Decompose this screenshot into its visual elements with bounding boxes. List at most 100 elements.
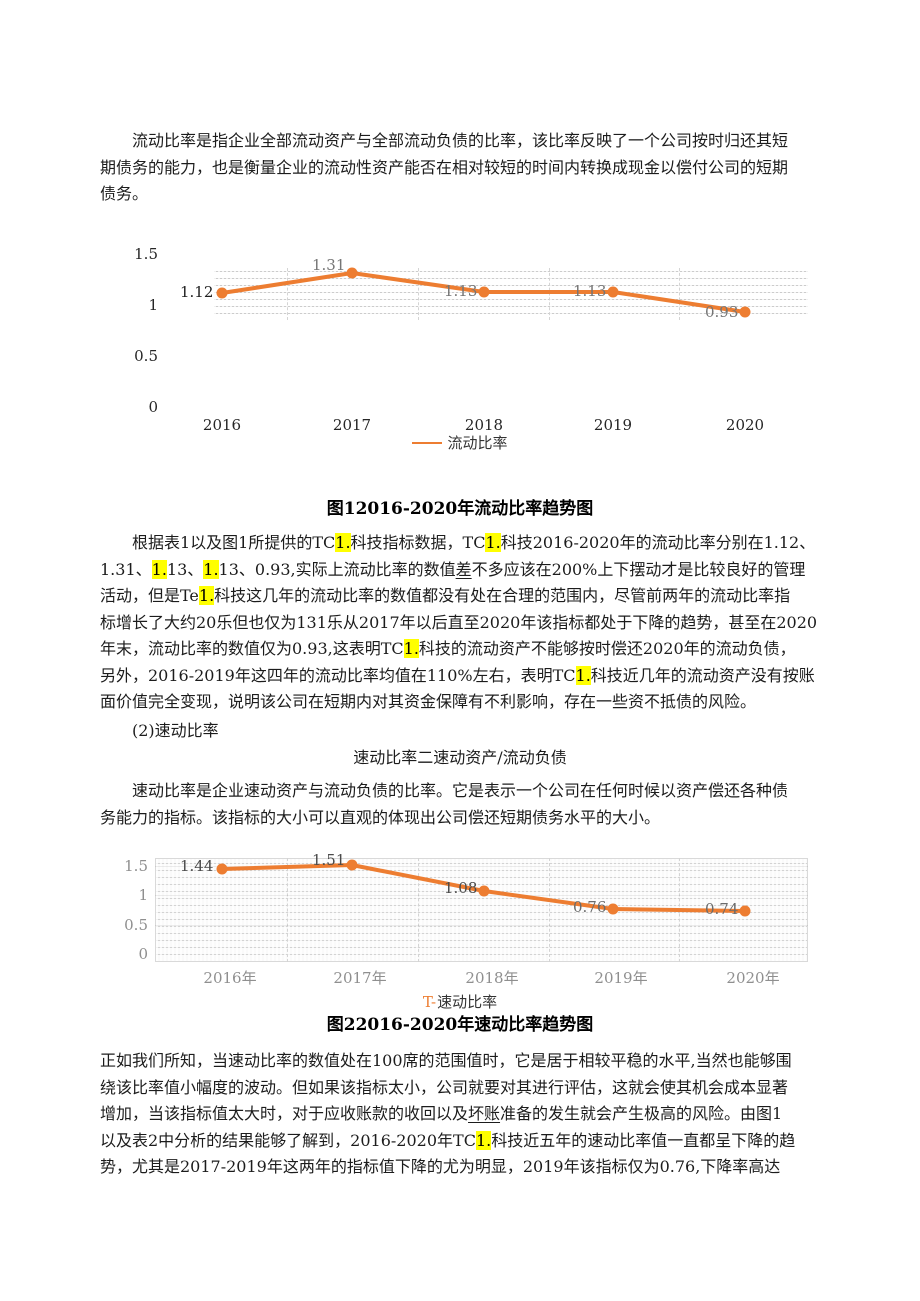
x-axis-tick-label: 2017年	[333, 969, 387, 987]
text-line: 活动，但是Te1.科技这几年的流动比率的数值都没有处在合理的范围内，尽管前两年的…	[100, 583, 820, 610]
highlighted-text: 1.	[485, 533, 501, 552]
x-axis-tick-label: 2018年	[465, 969, 519, 987]
highlighted-text: 1.	[151, 559, 167, 579]
highlighted-text: 1.	[203, 559, 219, 579]
paragraph-current-ratio-intro: 流动比率是指企业全部流动资产与全部流动负债的比率，该比率反映了一个公司按时归还其…	[100, 128, 820, 208]
text-segment: 13、0.93,实际上流动比率的数值	[218, 559, 456, 579]
y-axis-tick-label: 1.5	[134, 245, 158, 263]
text-segment: 增加，当该指标值太大时，对于应收账款的收回以及	[100, 1104, 469, 1123]
series-line-svg	[216, 859, 751, 917]
y-axis-tick-label: 1	[138, 886, 148, 904]
y-axis-tick-label: 0.5	[134, 347, 158, 365]
text-segment: 速动比率是企业速动资产与流动负债的比率。它是表示一个公司在任何时候以资产偿还各种…	[132, 781, 789, 800]
figure1-caption: 图12016-2020年流动比率趋势图	[326, 499, 594, 519]
text-segment: 正如我们所知，当速动比率的数值处在100席的范围值时，它是居于相较平稳的水平,当…	[100, 1051, 792, 1070]
x-axis-tick-label: 2020	[725, 416, 765, 434]
paragraph-quick-ratio-intro: 速动比率是企业速动资产与流动负债的比率。它是表示一个公司在任何时候以资产偿还各种…	[100, 778, 820, 831]
text-segment: 科技指标数据，TC	[350, 533, 486, 552]
text-line: 务能力的指标。该指标的大小可以直观的体现出公司偿还短期债务水平的大小。	[100, 805, 820, 832]
data-point-label: 1.31	[312, 256, 346, 274]
text-line: 势，尤其是2017-2019年这两年的指标值下降的尤为明显，2019年该指标仅为…	[100, 1154, 820, 1181]
text-line: 债务。	[100, 181, 820, 208]
data-point-label: 1.12	[180, 283, 214, 301]
text-segment: 标增长了大约20乐但也仅为131乐从2017年以后直至2020年该指标都处于下降…	[100, 612, 818, 632]
text-segment: 不多应该在200%上下摆动才是比较良好的管理	[471, 559, 806, 579]
data-point-label: 0.76	[573, 898, 607, 916]
horizontal-gridline	[155, 866, 808, 867]
text-line: 另外，2016-2019年这四年的流动比率均值在110%左右，表明TC1.科技近…	[100, 663, 820, 690]
data-point-label: 1.08	[444, 879, 478, 897]
y-axis-tick-label: 0.5	[124, 916, 148, 934]
quick-ratio-line-chart: 1.5 1 0.5 0 1.44 1.51 1.08 0.76 0.74 2016年 2017年 20…	[100, 845, 820, 1015]
x-axis-tick-label: 2016年	[203, 969, 257, 987]
text-segment: 差	[455, 559, 472, 579]
horizontal-gridline	[155, 925, 808, 926]
highlighted-text: 1.	[198, 586, 215, 605]
data-point-label: 0.74	[705, 900, 739, 918]
chart-legend: T- 速动比率	[100, 991, 820, 1012]
quick-ratio-formula: 速动比率二速动资产/流动负债	[353, 748, 567, 767]
text-line: 增加，当该指标值太大时，对于应收账款的收回以及坏账准备的发生就会产生极高的风险。…	[100, 1101, 820, 1128]
data-point-label: 1.13	[444, 282, 478, 300]
x-axis-tick-label: 2019年	[594, 969, 648, 987]
text-segment: 准备的发生就会产生极高的风险。由图1	[500, 1104, 783, 1123]
paragraph-quick-ratio-analysis: 正如我们所知，当速动比率的数值处在100席的范围值时，它是居于相较平稳的水平,当…	[100, 1048, 820, 1181]
text-segment: 科技近五年的速动比率值一直都呈下降的趋	[491, 1130, 796, 1150]
quick-ratio-subheading: (2)速动比率	[132, 721, 219, 740]
text-line: 速动比率是企业速动资产与流动负债的比率。它是表示一个公司在任何时候以资产偿还各种…	[100, 778, 820, 805]
text-segment: 另外，2016-2019年这四年的流动比率均值在110%左右，表明TC	[100, 665, 576, 685]
text-segment: 流动比率是指企业全部流动资产与全部流动负债的比率，该比率反映了一个公司按时归还其…	[132, 131, 789, 150]
figure2-caption: 图22016-2020年速动比率趋势图	[326, 1015, 594, 1035]
vertical-gridline	[418, 268, 419, 320]
text-line: 绕该比率值小幅度的波动。但如果该指标太小，公司就要对其进行评估，这就会使其机会成…	[100, 1075, 820, 1102]
vertical-gridline	[287, 268, 288, 320]
text-line: 标增长了大约20乐但也仅为131乐从2017年以后直至2020年该指标都处于下降…	[100, 610, 820, 637]
text-line: 面价值完全变现，说明该公司在短期内对其资金保障有不利影响，存在一些资不抵债的风险…	[100, 689, 820, 716]
data-point-label: 0.93	[705, 303, 739, 321]
x-axis-tick-label: 2018	[464, 416, 504, 434]
highlighted-text: 1.	[335, 533, 351, 552]
text-segment: 13、	[166, 559, 204, 579]
x-axis-tick-label: 2020年	[726, 969, 780, 987]
y-axis-tick-label: 0	[148, 398, 158, 416]
text-segment: 科技的流动资产不能够按时偿还2020年的流动负债，	[418, 639, 796, 658]
text-line: 根据表1以及图1所提供的TC1.科技指标数据，TC1.科技2016-2020年的…	[100, 530, 820, 557]
highlighted-text: 1.	[403, 639, 419, 658]
text-segment: 绕该比率值小幅度的波动。但如果该指标太小，公司就要对其进行评估，这就会使其机会成…	[100, 1077, 789, 1097]
text-segment: 坏账	[468, 1104, 501, 1123]
highlighted-text: 1.	[575, 665, 591, 685]
paragraph-current-ratio-analysis: 根据表1以及图1所提供的TC1.科技指标数据，TC1.科技2016-2020年的…	[100, 530, 820, 716]
text-segment: 债务。	[100, 184, 149, 203]
x-axis-tick-label: 2017	[332, 416, 372, 434]
text-segment: 科技这几年的流动比率的数值都没有处在合理的范围内，尽管前两年的流动比率指	[214, 586, 791, 605]
data-point-label: 1.44	[180, 857, 214, 875]
data-point-label: 1.13	[573, 282, 607, 300]
text-segment: 期债务的能力，也是衡量企业的流动性资产能否在相对较短的时间内转换成现金以偿付公司…	[100, 157, 789, 177]
text-line: 流动比率是指企业全部流动资产与全部流动负债的比率，该比率反映了一个公司按时归还其…	[100, 128, 820, 155]
legend-label: 速动比率	[437, 993, 498, 1011]
current-ratio-line-chart: 1.5 1 0.5 0 1.12 1.31 1.13 1.13 0.93 2016 2017 2018…	[100, 235, 820, 453]
text-segment: 年末，流动比率的数值仅为0.93,这表明TC	[100, 639, 404, 658]
text-line: 1.31、1.13、1.13、0.93,实际上流动比率的数值差不多应该在200%…	[100, 557, 820, 584]
series-line-svg	[216, 267, 751, 318]
x-axis-tick-label: 2016	[202, 416, 242, 434]
y-axis-tick-label: 0	[138, 945, 148, 963]
text-line: 以及表2中分析的结果能够了解到，2016-2020年TC1.科技近五年的速动比率…	[100, 1128, 820, 1155]
text-line: 期债务的能力，也是衡量企业的流动性资产能否在相对较短的时间内转换成现金以偿付公司…	[100, 155, 820, 182]
text-segment: 势，尤其是2017-2019年这两年的指标值下降的尤为明显，2019年该指标仅为…	[100, 1157, 781, 1176]
vertical-gridline	[549, 858, 550, 962]
y-axis-tick-label: 1.5	[124, 857, 148, 875]
text-segment: 以及表2中分析的结果能够了解到，2016-2020年TC	[100, 1130, 476, 1150]
text-segment: 活动，但是Te	[100, 586, 199, 605]
x-axis-tick-label: 2019	[593, 416, 633, 434]
text-line: 正如我们所知，当速动比率的数值处在100席的范围值时，它是居于相较平稳的水平,当…	[100, 1048, 820, 1075]
y-axis-tick-label: 1	[148, 296, 158, 314]
text-segment: 科技2016-2020年的流动比率分别在1.12、	[500, 533, 816, 552]
legend-marker-symbol: T-	[422, 992, 437, 1011]
text-line: 年末，流动比率的数值仅为0.93,这表明TC1.科技的流动资产不能够按时偿还20…	[100, 636, 820, 663]
text-segment: 面价值完全变现，说明该公司在短期内对其资金保障有不利影响，存在一些资不抵债的风险…	[100, 692, 757, 711]
chart-legend: 流动比率	[100, 432, 820, 453]
vertical-gridline	[418, 858, 419, 962]
text-segment: 1.31、	[100, 559, 152, 579]
